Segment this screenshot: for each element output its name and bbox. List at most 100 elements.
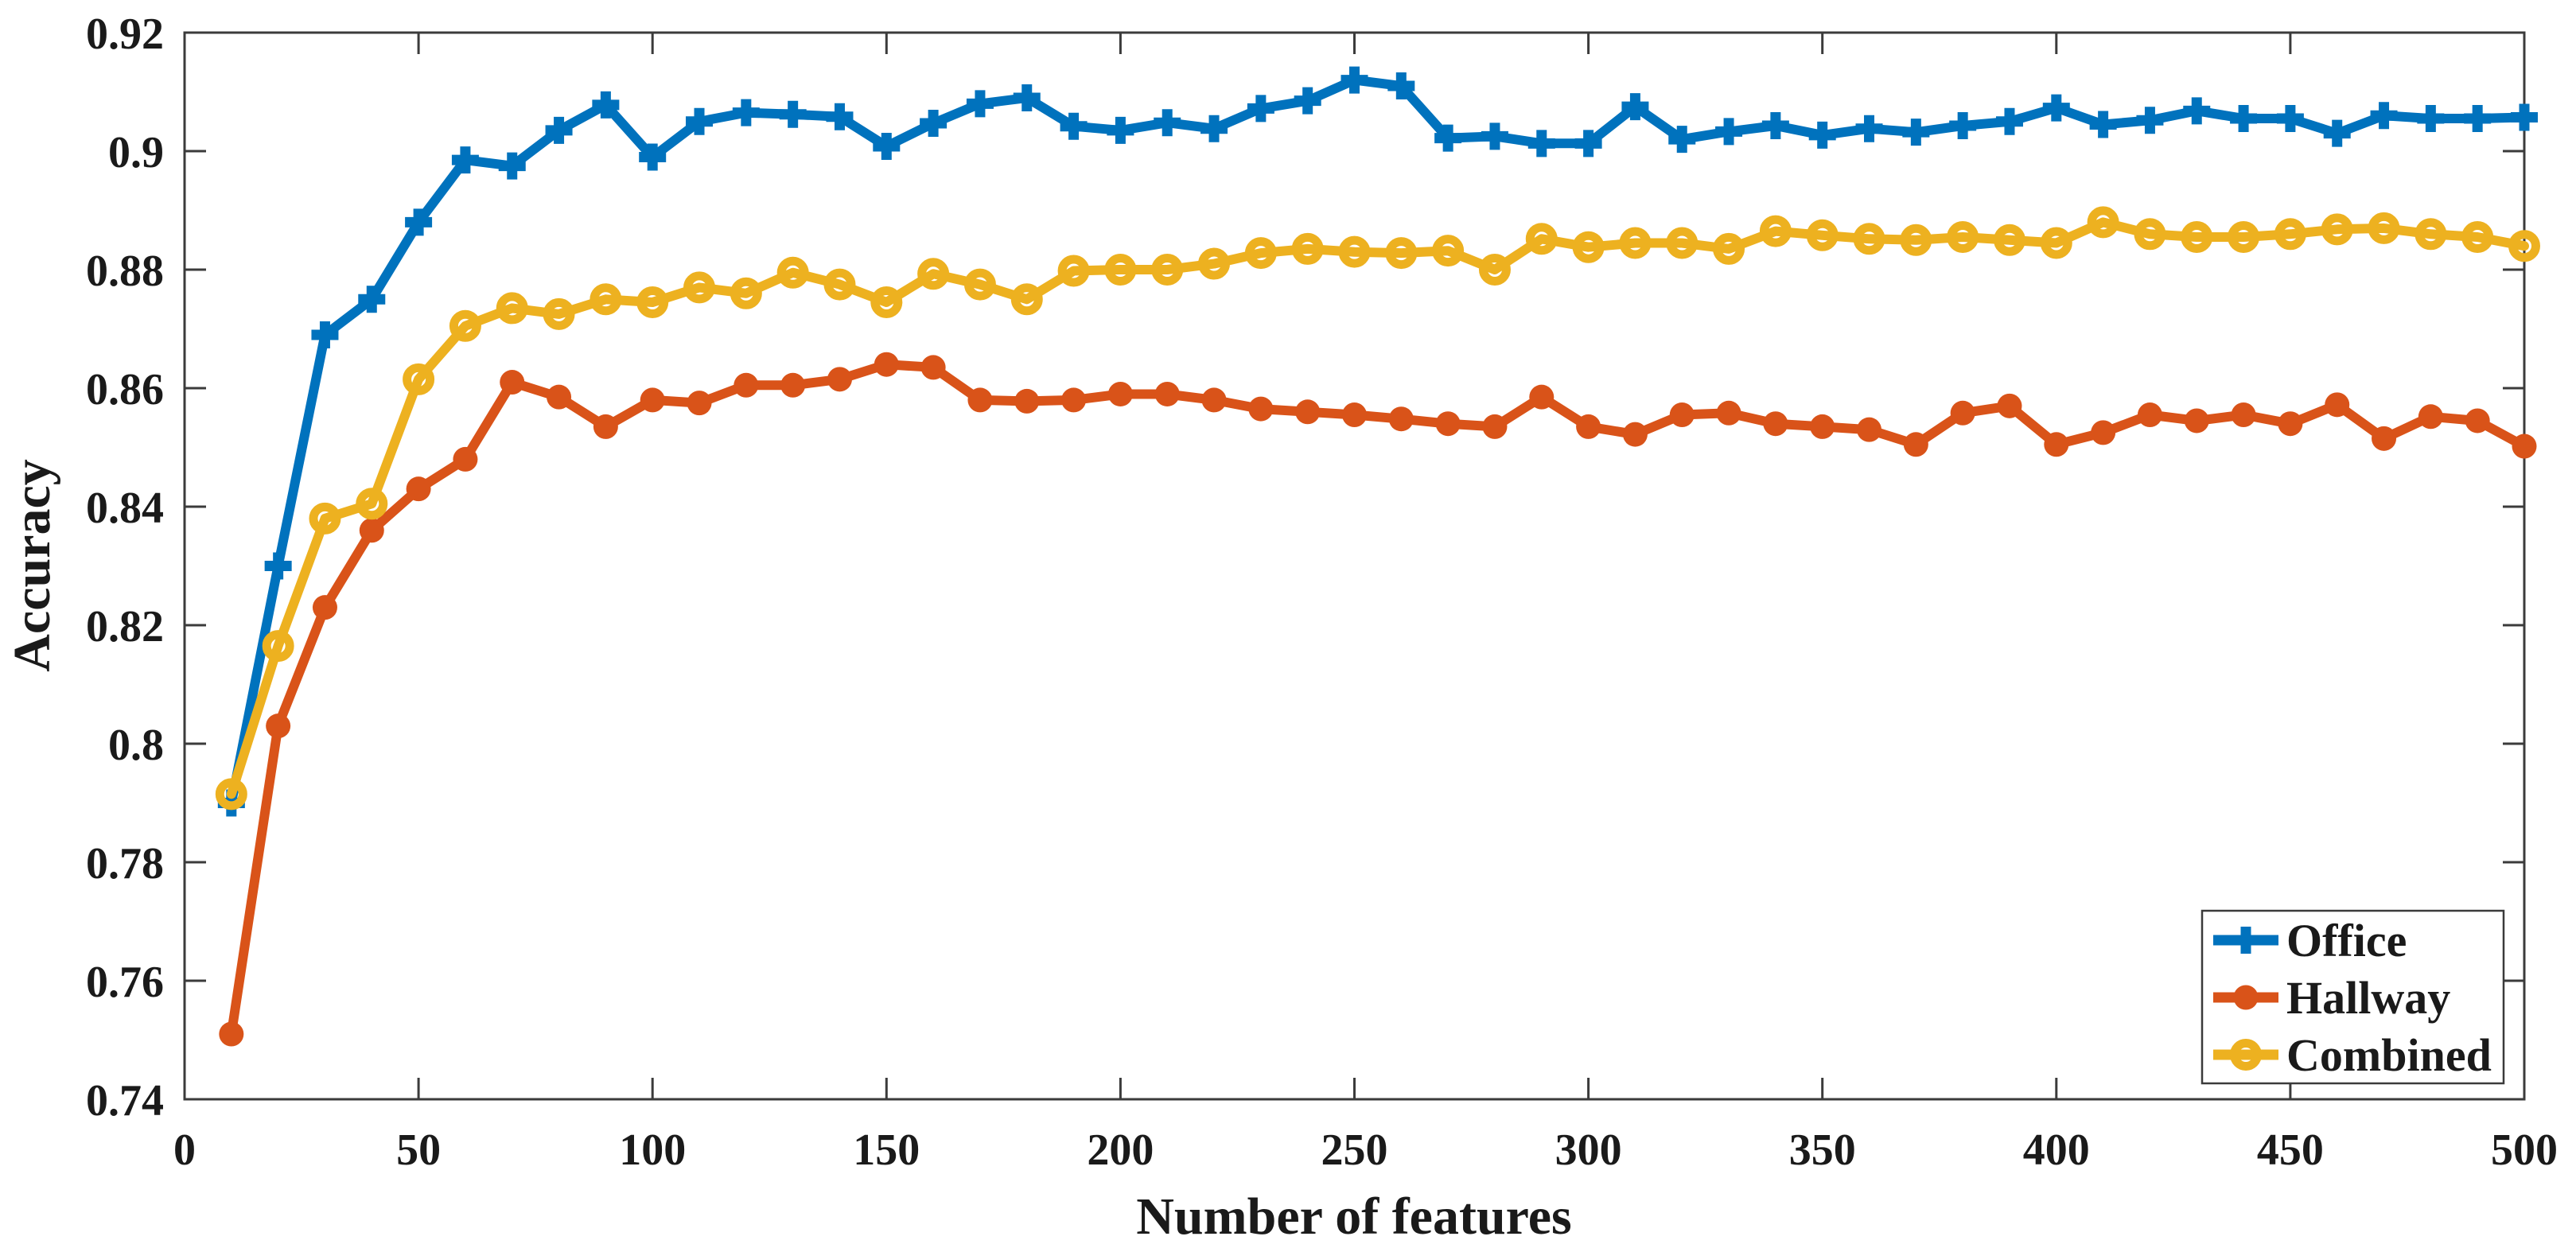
- plus-marker-icon: [2213, 927, 2278, 954]
- dot-marker-icon: [1248, 396, 1274, 422]
- plus-marker-icon: [1060, 112, 1088, 140]
- dot-marker-icon: [312, 595, 337, 620]
- plus-marker-icon: [358, 286, 386, 313]
- dot-marker-icon: [1388, 406, 1414, 432]
- dot-marker-icon: [1107, 381, 1133, 406]
- dot-marker-icon: [2044, 432, 2069, 457]
- legend-label-combined: Combined: [2286, 1029, 2492, 1081]
- circle-marker-icon: [2274, 218, 2306, 251]
- dot-marker-icon: [1201, 387, 1227, 413]
- x-tick-label: 200: [1087, 1126, 1154, 1175]
- plus-marker-icon: [779, 100, 807, 128]
- plus-marker-icon: [920, 109, 948, 137]
- plus-marker-icon: [732, 99, 760, 126]
- x-axis-label: Number of features: [1136, 1188, 1571, 1246]
- plus-marker-icon: [1855, 115, 1883, 142]
- x-tick-label: 450: [2257, 1126, 2324, 1175]
- x-tick-label: 300: [1555, 1126, 1622, 1175]
- circle-marker-icon: [1947, 221, 1979, 254]
- plus-marker-icon: [2323, 119, 2351, 147]
- x-tick-label: 250: [1321, 1126, 1388, 1175]
- plus-marker-icon: [1808, 121, 1836, 149]
- dot-marker-icon: [1622, 422, 1648, 447]
- dot-marker-icon: [2213, 985, 2278, 1010]
- circle-marker-icon: [1432, 235, 1465, 267]
- circle-marker-icon: [917, 258, 950, 290]
- plus-marker-icon: [1621, 93, 1649, 121]
- circle-marker-icon: [776, 256, 809, 289]
- plus-marker-icon: [1107, 116, 1134, 144]
- dot-marker-icon: [1576, 414, 1601, 439]
- plus-marker-icon: [264, 552, 292, 580]
- dot-marker-icon: [1997, 393, 2022, 418]
- circle-marker-icon: [309, 502, 341, 535]
- circle-marker-icon: [2368, 212, 2400, 244]
- x-tick-label: 0: [173, 1126, 196, 1175]
- dot-marker-icon: [593, 414, 618, 439]
- dot-marker-icon: [2091, 420, 2116, 445]
- circle-marker-icon: [1713, 232, 1745, 265]
- dot-marker-icon: [640, 387, 665, 413]
- plus-marker-icon: [1013, 84, 1041, 111]
- dot-marker-icon: [2325, 392, 2350, 418]
- plus-marker-icon: [1434, 124, 1462, 152]
- circle-marker-icon: [1104, 254, 1137, 286]
- y-tick-label: 0.84: [86, 484, 164, 533]
- plus-marker-icon: [2136, 107, 2164, 134]
- circle-marker-icon: [963, 268, 996, 301]
- office-series: [217, 66, 2538, 817]
- plus-marker-icon: [873, 133, 901, 161]
- plus-marker-icon: [1527, 130, 1555, 157]
- axis-ticks: [183, 31, 2526, 1101]
- plus-marker-icon: [1668, 126, 1696, 154]
- y-tick-label: 0.88: [86, 247, 164, 296]
- dot-marker-icon: [453, 446, 478, 472]
- plus-marker-icon: [1949, 111, 1977, 139]
- dot-marker-icon: [547, 384, 572, 410]
- dot-marker-icon: [1950, 400, 1975, 426]
- dot-marker-icon: [1482, 414, 1508, 439]
- y-tick-label: 0.82: [86, 602, 164, 651]
- dot-marker-icon: [1903, 432, 1928, 457]
- circle-marker-icon: [1759, 215, 1792, 247]
- dot-marker-icon: [266, 713, 291, 739]
- dot-marker-icon: [827, 367, 852, 392]
- circle-marker-icon: [2040, 227, 2072, 259]
- circle-marker-icon: [2134, 218, 2166, 251]
- dot-marker-icon: [219, 1021, 244, 1047]
- plus-marker-icon: [1481, 122, 1508, 150]
- dot-marker-icon: [1763, 411, 1788, 437]
- plus-marker-icon: [2276, 105, 2304, 133]
- plus-marker-icon: [826, 103, 854, 130]
- plus-marker-icon: [1902, 119, 1930, 146]
- circle-marker-icon: [2508, 230, 2540, 262]
- circle-marker-icon: [2228, 221, 2260, 254]
- plus-marker-icon: [592, 91, 620, 119]
- dot-marker-icon: [500, 370, 525, 395]
- circle-marker-icon: [1385, 237, 1418, 270]
- circle-marker-icon: [449, 309, 481, 342]
- circle-marker-icon: [2181, 221, 2213, 254]
- plus-marker-icon: [2230, 105, 2258, 133]
- plus-marker-icon: [311, 321, 339, 348]
- circle-marker-icon: [2461, 221, 2494, 254]
- plus-marker-icon: [2089, 111, 2117, 138]
- y-tick-label: 0.76: [86, 958, 164, 1007]
- x-tick-label: 400: [2023, 1126, 2090, 1175]
- circle-marker-icon: [1478, 254, 1511, 286]
- circle-marker-icon: [1806, 219, 1839, 251]
- dot-marker-icon: [2512, 433, 2537, 459]
- plus-marker-icon: [966, 90, 994, 118]
- plus-marker-icon: [2417, 105, 2445, 133]
- dot-marker-icon: [2231, 402, 2256, 428]
- dot-marker-icon: [1342, 402, 1367, 428]
- x-tick-label: 500: [2491, 1126, 2558, 1175]
- dot-marker-icon: [1061, 387, 1087, 413]
- plus-marker-icon: [1294, 87, 1321, 115]
- circle-marker-icon: [1853, 223, 1885, 255]
- plus-marker-icon: [451, 146, 479, 174]
- dot-marker-icon: [2137, 402, 2162, 428]
- plus-marker-icon: [2232, 927, 2259, 954]
- circle-marker-icon: [262, 630, 294, 663]
